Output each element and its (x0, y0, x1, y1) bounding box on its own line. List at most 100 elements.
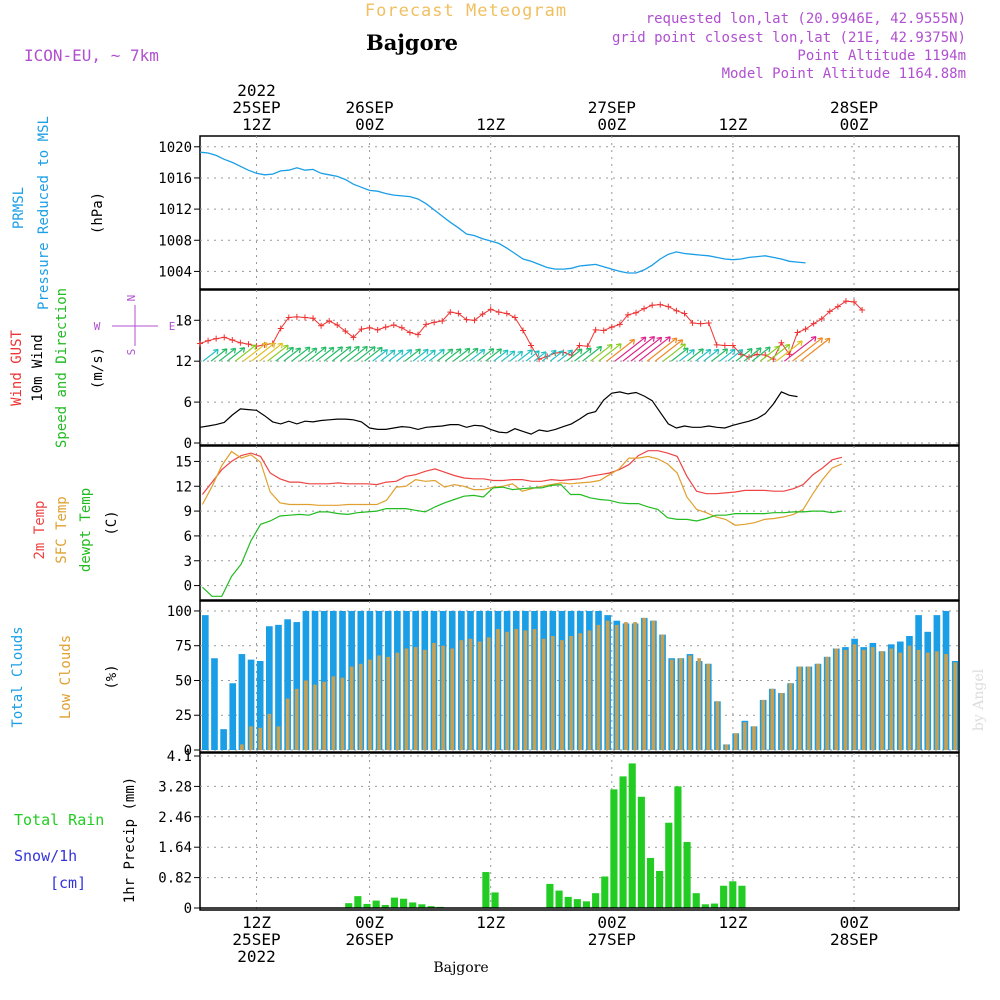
wind-arrow-head (640, 336, 647, 343)
wind-arrow-head (755, 347, 762, 354)
wind-arrow-head (221, 348, 228, 354)
gust-marker (431, 319, 438, 326)
bottom-time-label: 00Z (355, 913, 384, 932)
low-cloud-bar (368, 659, 372, 750)
wind-direction-arrow (614, 336, 647, 362)
panel-frame (199, 752, 960, 911)
wind-arrow-head (320, 346, 327, 353)
gust-marker (584, 343, 591, 350)
total-cloud-bar (202, 615, 209, 750)
rain-bar (683, 842, 691, 908)
low-cloud-bar (861, 649, 866, 750)
wind-direction-arrow (234, 344, 257, 362)
low-cloud-bar (377, 655, 381, 750)
wind-arrow-head (527, 349, 533, 355)
gust-marker (826, 308, 833, 315)
low-cloud-bar (669, 659, 674, 750)
wind-direction-arrow (396, 349, 412, 362)
wind-arrow-head (261, 342, 268, 348)
gust-marker (511, 314, 518, 321)
low-cloud-bar (706, 663, 711, 750)
wind-direction-arrow (630, 336, 662, 362)
low-cloud-bar (843, 649, 848, 750)
low-cloud-bar (779, 692, 784, 750)
gust-marker (221, 334, 228, 341)
rain-bar (482, 872, 490, 908)
wind-arrow-head (810, 335, 817, 342)
y-tick-label: 50 (175, 673, 192, 689)
wind-direction-arrow (307, 346, 327, 362)
gust-marker (697, 320, 704, 327)
compass-rose: N S W E (94, 295, 176, 356)
wind-direction-arrow (517, 349, 533, 362)
wind-arrow-head (382, 349, 388, 355)
wind-arrow-head (269, 342, 276, 349)
low-cloud-bar (916, 649, 921, 750)
low-clouds-label: Low Clouds (58, 635, 74, 719)
total-cloud-bar (284, 619, 291, 750)
wind-arrow-head (439, 348, 445, 355)
low-cloud-bar (816, 663, 820, 750)
wind-direction-arrow (638, 336, 671, 362)
top-time-label: 27SEP (588, 98, 636, 117)
wind-direction-arrow (331, 346, 352, 362)
gust-marker (673, 307, 680, 314)
gust-marker (519, 327, 526, 334)
wind-direction-arrow (364, 346, 383, 362)
low-cloud-bar (413, 647, 418, 750)
rain-bar (582, 901, 591, 908)
gust-marker (318, 322, 325, 329)
wind-arrow-head (362, 345, 368, 352)
rain-bar (354, 896, 362, 908)
wind-arrow-head (369, 346, 376, 352)
total-cloud-bar (320, 610, 328, 750)
pressure-line (199, 151, 806, 274)
wind-direction-arrow (251, 342, 276, 362)
temp-2m-line (201, 450, 843, 495)
wind-direction-arrow (695, 348, 712, 362)
wind-direction-arrow (775, 340, 803, 362)
top-time-label: 00Z (355, 115, 384, 134)
panel-frame (199, 135, 960, 290)
gust-marker (721, 342, 728, 349)
wind-direction-arrow (477, 348, 494, 362)
top-time-label: 12Z (718, 115, 747, 134)
wind-direction-arrow (622, 336, 655, 362)
wind-direction-arrow (291, 346, 311, 362)
gust-marker (657, 301, 664, 308)
low-cloud-bar (953, 662, 957, 750)
y-tick-label: 3.28 (158, 779, 192, 795)
gust-marker (406, 329, 413, 336)
low-cloud-bar (550, 635, 555, 750)
rain-bar (564, 896, 572, 908)
rain-bar (345, 903, 353, 908)
gust-marker (834, 303, 841, 310)
wind-arrow-head (406, 349, 413, 355)
wind-direction-arrow (202, 348, 219, 362)
wind-direction-arrow (356, 346, 376, 362)
low-cloud-bar (459, 640, 464, 750)
dewpt-label: dewpt Temp (78, 488, 94, 572)
wind-direction-arrow (461, 347, 479, 362)
rain-bar (701, 904, 709, 908)
low-cloud-bar (770, 688, 775, 750)
low-cloud-bar (496, 629, 500, 750)
wind-speed-label: 10m Wind (30, 334, 46, 401)
gust-marker (600, 327, 607, 334)
wind-direction-arrow (485, 348, 502, 362)
gust-marker (479, 311, 486, 318)
wind-arrow-head (764, 346, 771, 353)
gust-marker (366, 324, 373, 331)
wind-arrow-head (737, 349, 744, 355)
bottom-time-label: 26SEP (345, 930, 393, 949)
chart-title: Forecast Meteogram (365, 1, 567, 21)
rain-bar (738, 885, 746, 908)
wind-direction-arrow (259, 342, 283, 362)
gust-marker (213, 335, 220, 342)
watermark: by Angel (971, 668, 987, 731)
low-cloud-bar (340, 677, 345, 750)
rain-bar (418, 904, 426, 908)
y-tick-label: 100 (167, 604, 192, 620)
panel-precipitation: 00.821.642.463.284.112Z25SEP202200Z26SEP… (122, 749, 960, 966)
